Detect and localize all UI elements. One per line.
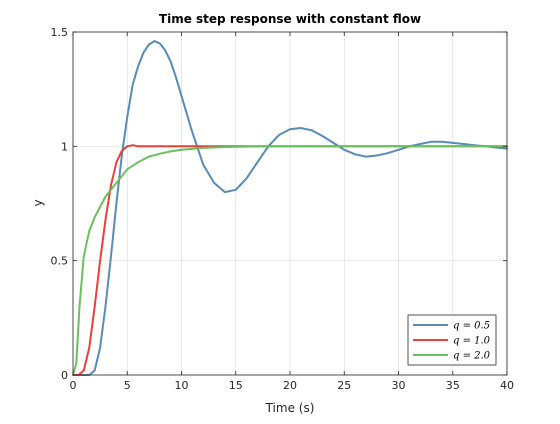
- x-tick-label: 20: [283, 379, 297, 392]
- x-axis-title: Time (s): [265, 401, 315, 415]
- chart-title: Time step response with constant flow: [159, 12, 421, 26]
- y-axis-title: y: [31, 199, 45, 206]
- x-tick-label: 40: [500, 379, 514, 392]
- series-line-3: [72, 145, 508, 376]
- x-tick-label: 0: [70, 379, 77, 392]
- legend-label-1: q = 0.5: [453, 321, 490, 332]
- legend-label-2: q = 1.0: [453, 336, 491, 347]
- x-tick-label: 5: [124, 379, 131, 392]
- series-line-1: [72, 40, 508, 376]
- x-tick-label: 15: [229, 379, 243, 392]
- ticks: [72, 31, 508, 376]
- x-tick-label: 25: [337, 379, 351, 392]
- y-tick-label: 1: [61, 140, 68, 153]
- x-tick-label: 10: [175, 379, 189, 392]
- series-lines: [72, 40, 508, 376]
- y-tick-label: 0.5: [51, 255, 69, 268]
- y-tick-label: 1.5: [51, 26, 69, 39]
- y-tick-label: 0: [61, 369, 68, 382]
- x-tick-label: 30: [392, 379, 406, 392]
- legend-label-3: q = 2.0: [453, 351, 491, 362]
- legend: q = 0.5 q = 1.0 q = 2.0: [407, 314, 497, 366]
- x-tick-label: 35: [446, 379, 460, 392]
- tick-labels: 0 5 10 15 20 25 30 35 40 0 0.5 1 1.5: [51, 26, 515, 392]
